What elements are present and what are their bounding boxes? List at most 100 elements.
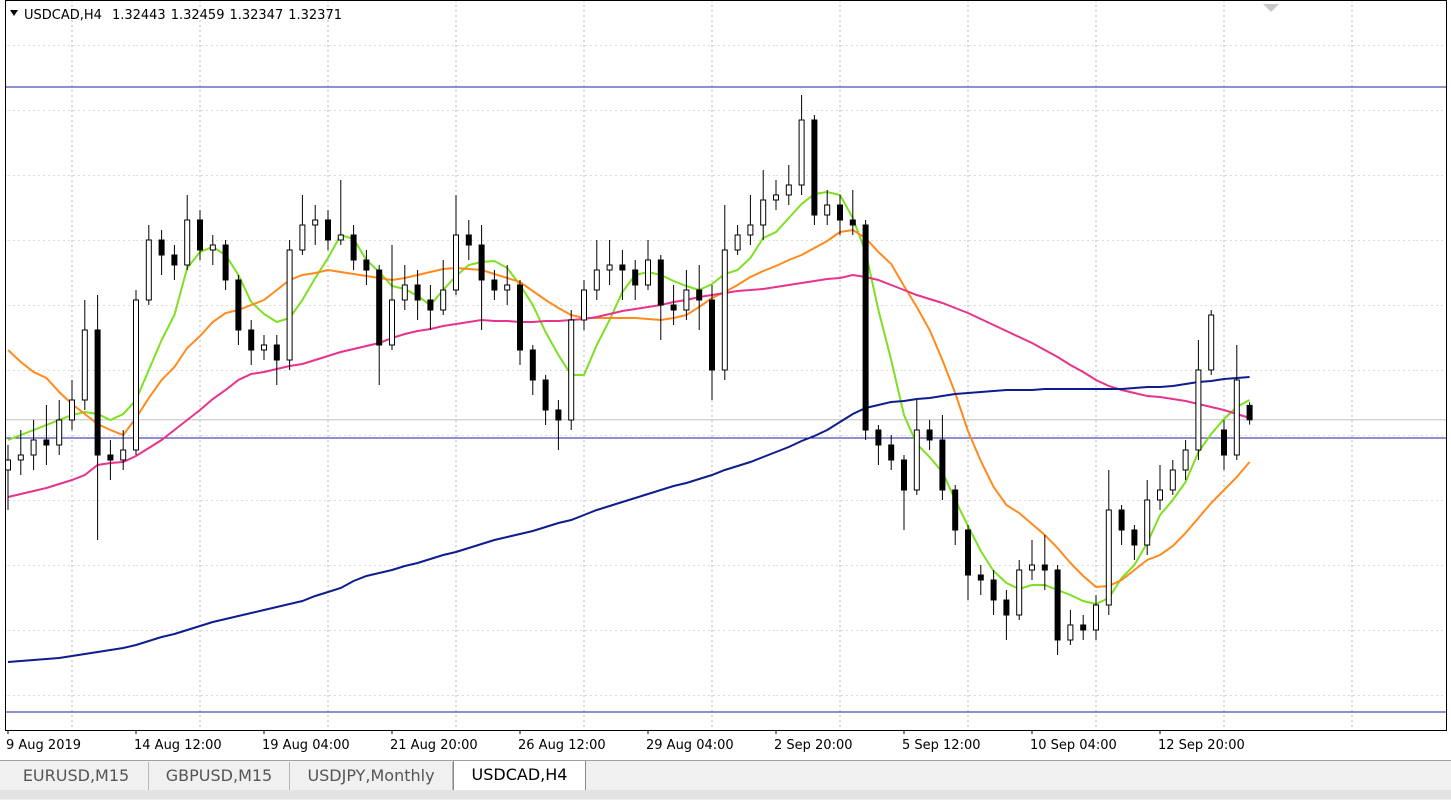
candle-body <box>709 299 715 371</box>
x-tick-label: 21 Aug 20:00 <box>390 738 478 753</box>
candle-body <box>325 219 331 241</box>
candle-body <box>133 299 139 451</box>
candle-body <box>197 219 203 251</box>
candle-body <box>69 399 75 421</box>
candle-body <box>824 204 831 216</box>
candle-body <box>542 379 549 411</box>
candle-body <box>1233 379 1240 456</box>
candle-body <box>389 299 395 346</box>
candle-body <box>120 449 127 461</box>
candle-body <box>491 279 498 291</box>
candle-body <box>888 444 895 461</box>
candle-body <box>657 259 664 306</box>
x-tick-label: 29 Aug 04:00 <box>646 738 734 753</box>
candle-body <box>1246 404 1253 421</box>
candle-body <box>747 224 754 236</box>
candle-body <box>1093 604 1099 631</box>
candle-body <box>1118 509 1125 531</box>
candle-body <box>785 184 792 196</box>
chart: USDCAD,H4 1.32443 1.32459 1.32347 1.32371 9 … <box>5 0 1447 753</box>
candle-body <box>593 269 600 291</box>
candle-body <box>401 284 408 301</box>
plot-area <box>5 86 1446 713</box>
candle-body <box>798 119 805 186</box>
candle-body <box>760 199 767 226</box>
candle-body <box>171 254 178 266</box>
candle-body <box>145 239 152 301</box>
candle-body <box>1054 569 1061 641</box>
candle-body <box>5 459 11 471</box>
candle-body <box>43 439 50 446</box>
chart-header: USDCAD,H4 1.32443 1.32459 1.32347 1.32371 <box>24 8 342 23</box>
candle-body <box>645 259 651 286</box>
x-tick-label: 19 Aug 04:00 <box>262 738 350 753</box>
candle-body <box>1016 569 1023 616</box>
candle-body <box>1029 564 1035 571</box>
tab[interactable]: EURUSD,M15 <box>4 762 149 790</box>
candle-body <box>1105 509 1112 606</box>
plot-frame <box>5 0 1447 731</box>
candle-body <box>1169 469 1176 491</box>
moving-average-line <box>7 376 1250 663</box>
tab[interactable]: USDCAD,H4 <box>453 761 586 791</box>
symbol: USDCAD,H4 <box>24 8 102 23</box>
moving-average-line <box>7 228 1251 589</box>
candle-body <box>990 579 997 601</box>
candle-body <box>913 429 920 491</box>
candle-body <box>683 289 690 311</box>
candle-body <box>670 304 677 311</box>
candle-body <box>261 344 267 351</box>
candle-body <box>734 234 741 251</box>
candle-body <box>299 224 306 251</box>
candle-body <box>977 574 984 581</box>
candle-body <box>1131 529 1138 546</box>
candle-body <box>721 249 728 371</box>
candle-body <box>517 284 523 351</box>
candle-body <box>581 289 587 321</box>
candle-body <box>184 219 191 266</box>
candle-body <box>1041 564 1048 571</box>
candle-body <box>696 289 703 301</box>
candle-body <box>606 264 613 271</box>
candle-body <box>1208 314 1215 371</box>
candle-body <box>504 284 511 291</box>
candle-body <box>350 234 357 261</box>
candle-body <box>94 329 101 456</box>
candle-body <box>811 119 818 216</box>
x-tick-label: 2 Sep 20:00 <box>774 738 853 753</box>
candle-body <box>1067 624 1074 641</box>
candle-body <box>222 244 229 281</box>
candle-body <box>632 269 639 286</box>
candle-body <box>235 279 242 331</box>
candle-body <box>363 259 370 271</box>
candle-body <box>875 429 882 446</box>
low-price: 1.32347 <box>229 8 283 23</box>
candle-body <box>555 409 562 421</box>
candle-body <box>939 439 946 491</box>
tab[interactable]: GBPUSD,M15 <box>149 762 290 790</box>
candle-body <box>1182 449 1189 471</box>
menu-arrow[interactable] <box>10 10 18 16</box>
candle-body <box>440 289 447 311</box>
candle-body <box>1080 624 1087 631</box>
tab[interactable]: USDJPY,Monthly <box>290 762 453 790</box>
candle-body <box>465 234 472 246</box>
x-tick-label: 10 Sep 04:00 <box>1030 738 1117 753</box>
moving-average-line <box>7 273 1250 498</box>
candle-body <box>56 419 63 446</box>
x-tick-label: 9 Aug 2019 <box>6 738 81 753</box>
x-tick-label: 12 Sep 20:00 <box>1158 738 1245 753</box>
high-price: 1.32459 <box>171 8 225 23</box>
shift-marker[interactable] <box>1263 4 1279 12</box>
x-tick-label: 5 Sep 12:00 <box>902 738 981 753</box>
candle-body <box>1157 489 1163 501</box>
candle-body <box>107 454 114 461</box>
candle-body <box>773 194 779 201</box>
candle-body <box>478 244 485 281</box>
candle-body <box>952 489 959 531</box>
candle-body <box>837 204 843 221</box>
candle-body <box>1144 499 1151 546</box>
candle-body <box>1003 599 1010 616</box>
candle-body <box>273 344 280 361</box>
candle-body <box>248 329 255 351</box>
